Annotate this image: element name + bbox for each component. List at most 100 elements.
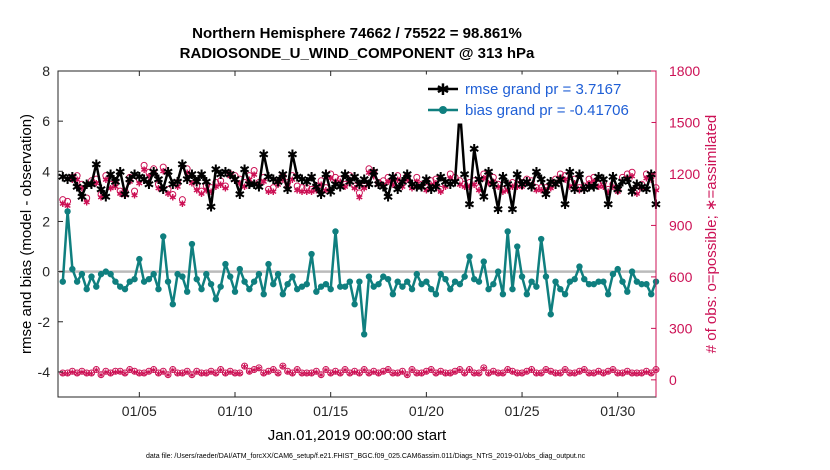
obs-bottom-point: [451, 367, 459, 375]
rmse-line: [62, 107, 658, 211]
obs-assimilated-point: ✱: [303, 188, 311, 198]
obs-bottom-point: [585, 369, 593, 377]
obs-assimilated-point: ✱: [203, 186, 211, 196]
obs-possible-point: [575, 184, 583, 192]
obs-bottom-point: [126, 366, 134, 374]
obs-bottom-assim-point: ✱: [495, 370, 501, 378]
bias-point: [246, 285, 253, 293]
bias-point: [188, 240, 196, 248]
obs-bottom-assim-point: ✱: [179, 370, 185, 378]
x-axis-label: Jan.01,2019 00:00:00 start: [268, 427, 447, 444]
rmse-point: ✱: [158, 183, 169, 198]
bias-point: [150, 270, 157, 278]
bias-point: [265, 260, 272, 268]
obs-bottom-assim-point: ✱: [227, 368, 233, 376]
obs-bottom-assim-point: ✱: [634, 370, 640, 378]
obs-bottom-point: [293, 366, 301, 374]
obs-bottom-point: [614, 369, 622, 377]
obs-possible-point: [298, 184, 306, 192]
obs-bottom-assim-point: ✱: [323, 367, 329, 375]
obs-bottom-assim-point: ✱: [553, 370, 559, 378]
rmse-point: ✱: [239, 163, 250, 178]
bias-point: [475, 278, 483, 285]
rmse-point: ✱: [249, 178, 260, 193]
obs-bottom-assim-point: ✱: [414, 370, 420, 378]
obs-possible-point: [446, 170, 454, 178]
obs-bottom-point: [317, 371, 325, 379]
obs-possible-point: [159, 163, 167, 171]
obs-possible-point: [83, 194, 91, 202]
rmse-point: ✱: [297, 173, 308, 188]
obs-bottom-point: [303, 369, 311, 377]
rmse-point: ✱: [569, 183, 580, 198]
obs-bottom-assim-point: ✱: [261, 370, 267, 378]
obs-possible-point: [217, 177, 225, 185]
rmse-point: ✱: [368, 165, 379, 180]
obs-bottom-point: [264, 367, 272, 375]
obs-bottom-assim-point: ✱: [79, 368, 85, 376]
obs-possible-point: [623, 170, 631, 178]
obs-bottom-point: [590, 369, 598, 377]
obs-possible-point: [221, 182, 229, 190]
bias-point: [207, 280, 215, 288]
obs-bottom-point: [217, 366, 225, 374]
obs-bottom-assim-point: ✱: [538, 370, 544, 378]
obs-assimilated-point: ✱: [585, 180, 593, 190]
obs-bottom-point: [595, 367, 603, 375]
bias-point: [97, 270, 105, 278]
obs-bottom-assim-point: ✱: [194, 368, 200, 376]
obs-bottom-assim-point: ✱: [356, 370, 362, 378]
rmse-point: ✱: [72, 180, 83, 195]
rmse-point: ✱: [57, 170, 68, 185]
obs-bottom-point: [384, 366, 392, 374]
obs-possible-point: [178, 196, 186, 204]
bias-point: [432, 290, 440, 298]
rmse-point: ✱: [110, 175, 121, 190]
obs-assimilated-point: ✱: [159, 168, 167, 178]
obs-assimilated-point: ✱: [537, 186, 545, 196]
bias-point: [327, 285, 334, 293]
y-right-tick-label: 1800: [669, 63, 700, 79]
x-tick-label: 01/10: [217, 403, 252, 419]
bias-point: [193, 275, 200, 283]
rmse-point: ✱: [349, 170, 360, 185]
obs-possible-point: [269, 184, 277, 192]
bias-point: [294, 285, 301, 293]
obs-bottom-point: [121, 369, 129, 377]
bias-point: [73, 278, 81, 285]
obs-bottom-assim-point: ✱: [624, 368, 630, 376]
rmse-point: ✱: [340, 168, 351, 183]
obs-assimilated-point: ✱: [576, 186, 584, 196]
obs-possible-point: [212, 179, 220, 187]
obs-assimilated-point: ✱: [600, 183, 608, 193]
obs-bottom-point: [269, 366, 277, 374]
rmse-point: ✱: [354, 178, 365, 193]
obs-possible-point: [642, 170, 650, 178]
bias-point: [107, 270, 114, 278]
obs-bottom-assim-point: ✱: [156, 370, 162, 378]
obs-bottom-point: [528, 366, 536, 374]
bias-point: [485, 285, 492, 293]
bias-point: [102, 268, 110, 275]
obs-assimilated-point: ✱: [638, 185, 646, 195]
rmse-point: ✱: [373, 178, 384, 193]
obs-assimilated-point: ✱: [116, 190, 124, 200]
obs-bottom-point: [341, 366, 349, 374]
x-tick-label: 01/15: [313, 403, 348, 419]
obs-bottom-assim-point: ✱: [270, 367, 276, 375]
obs-bottom-point: [92, 366, 100, 374]
rmse-point: ✱: [244, 178, 255, 193]
rmse-point: ✱: [488, 178, 499, 193]
obs-bottom-point: [308, 369, 316, 377]
obs-bottom-point: [279, 362, 287, 370]
bias-point: [394, 278, 401, 285]
obs-bottom-point: [64, 369, 72, 377]
obs-bottom-assim-point: ✱: [309, 370, 315, 378]
obs-assimilated-point: ✱: [73, 176, 81, 186]
obs-assimilated-point: ✱: [480, 174, 488, 184]
obs-bottom-assim-point: ✱: [452, 368, 458, 376]
rmse-point: ✱: [364, 178, 375, 193]
bias-point: [365, 273, 373, 280]
bias-point: [179, 273, 186, 280]
bias-point: [633, 278, 641, 285]
